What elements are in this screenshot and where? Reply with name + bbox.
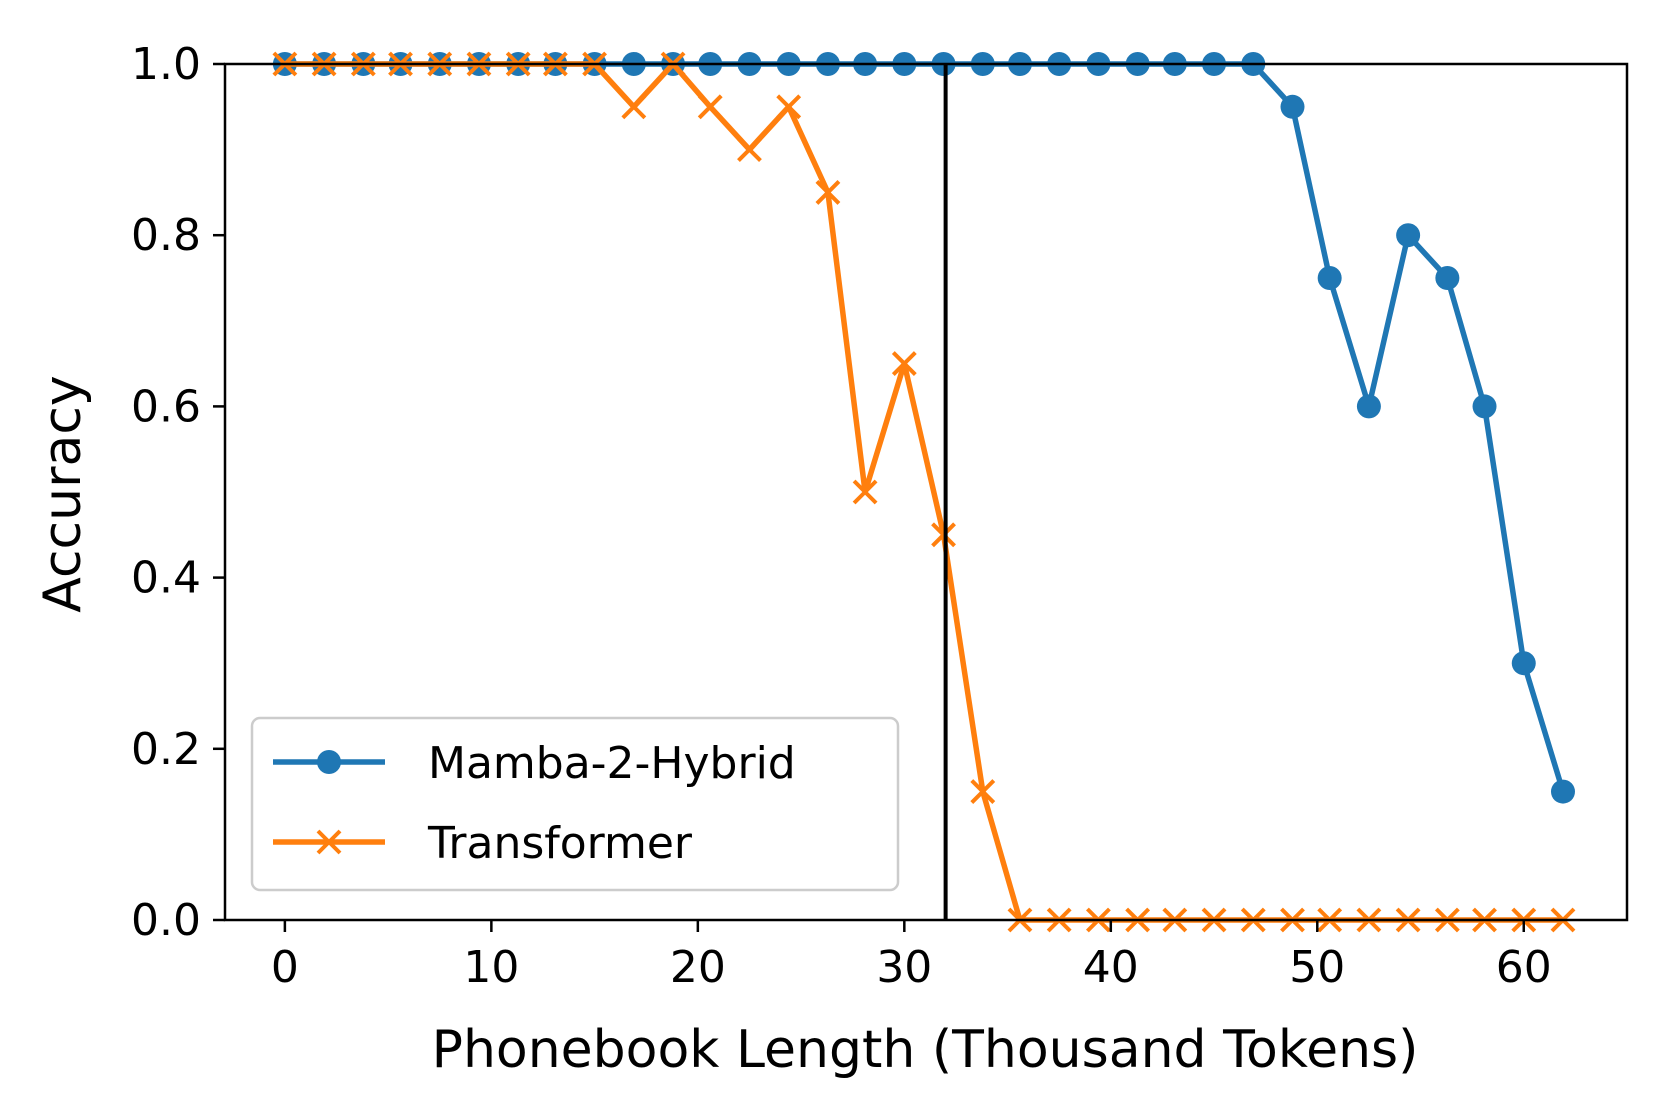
legend-entries: Mamba-2-Hybrid Transformer: [273, 738, 796, 869]
ticks-layer: 0 10 20 30 40 50 60 0.0 0.2 0.4 0.6 0.8 1.0: [131, 39, 1552, 993]
legend-label: Mamba-2-Hybrid: [428, 738, 796, 789]
data-point: [1317, 266, 1342, 290]
x-tick-label: 30: [876, 942, 932, 993]
data-point: [697, 94, 723, 120]
legend: Mamba-2-Hybrid Transformer: [250, 716, 900, 892]
y-tick-label: 0.6: [131, 381, 201, 432]
y-tick-label: 0.0: [131, 895, 201, 946]
y-axis-label: Accuracy: [33, 375, 93, 612]
data-point: [852, 479, 878, 505]
x-tick-label: 60: [1496, 942, 1552, 993]
data-point: [1550, 779, 1575, 804]
data-point: [1280, 94, 1305, 119]
x-tick-label: 40: [1083, 942, 1139, 993]
data-point: [931, 522, 956, 548]
x-tick-label: 10: [463, 942, 519, 993]
x-axis-label: Phonebook Length (Thousand Tokens): [432, 1020, 1419, 1080]
data-point: [891, 351, 917, 377]
legend-entry: Mamba-2-Hybrid: [273, 738, 796, 789]
y-tick-label: 0.8: [131, 210, 201, 261]
data-point: [1435, 266, 1460, 290]
legend-marker: [317, 750, 341, 774]
data-point: [1356, 394, 1381, 419]
y-tick-label: 0.2: [131, 724, 201, 775]
y-tick-label: 1.0: [131, 39, 201, 90]
data-point: [815, 179, 841, 205]
x-tick-label: 50: [1289, 942, 1345, 993]
legend-label: Transformer: [427, 818, 693, 869]
data-point: [1396, 223, 1421, 248]
data-point: [776, 94, 802, 120]
y-tick-label: 0.4: [131, 553, 201, 604]
plot-frame: [223, 62, 1629, 922]
x-tick-label: 20: [670, 942, 726, 993]
data-point: [1511, 651, 1536, 676]
legend-marker: [316, 829, 342, 855]
data-point: [1472, 394, 1497, 419]
legend-box: [250, 716, 900, 892]
legend-entry: Transformer: [273, 818, 693, 869]
x-tick-label: 0: [271, 942, 299, 993]
data-point: [737, 137, 762, 163]
data-point: [970, 779, 996, 805]
data-point: [621, 94, 647, 120]
